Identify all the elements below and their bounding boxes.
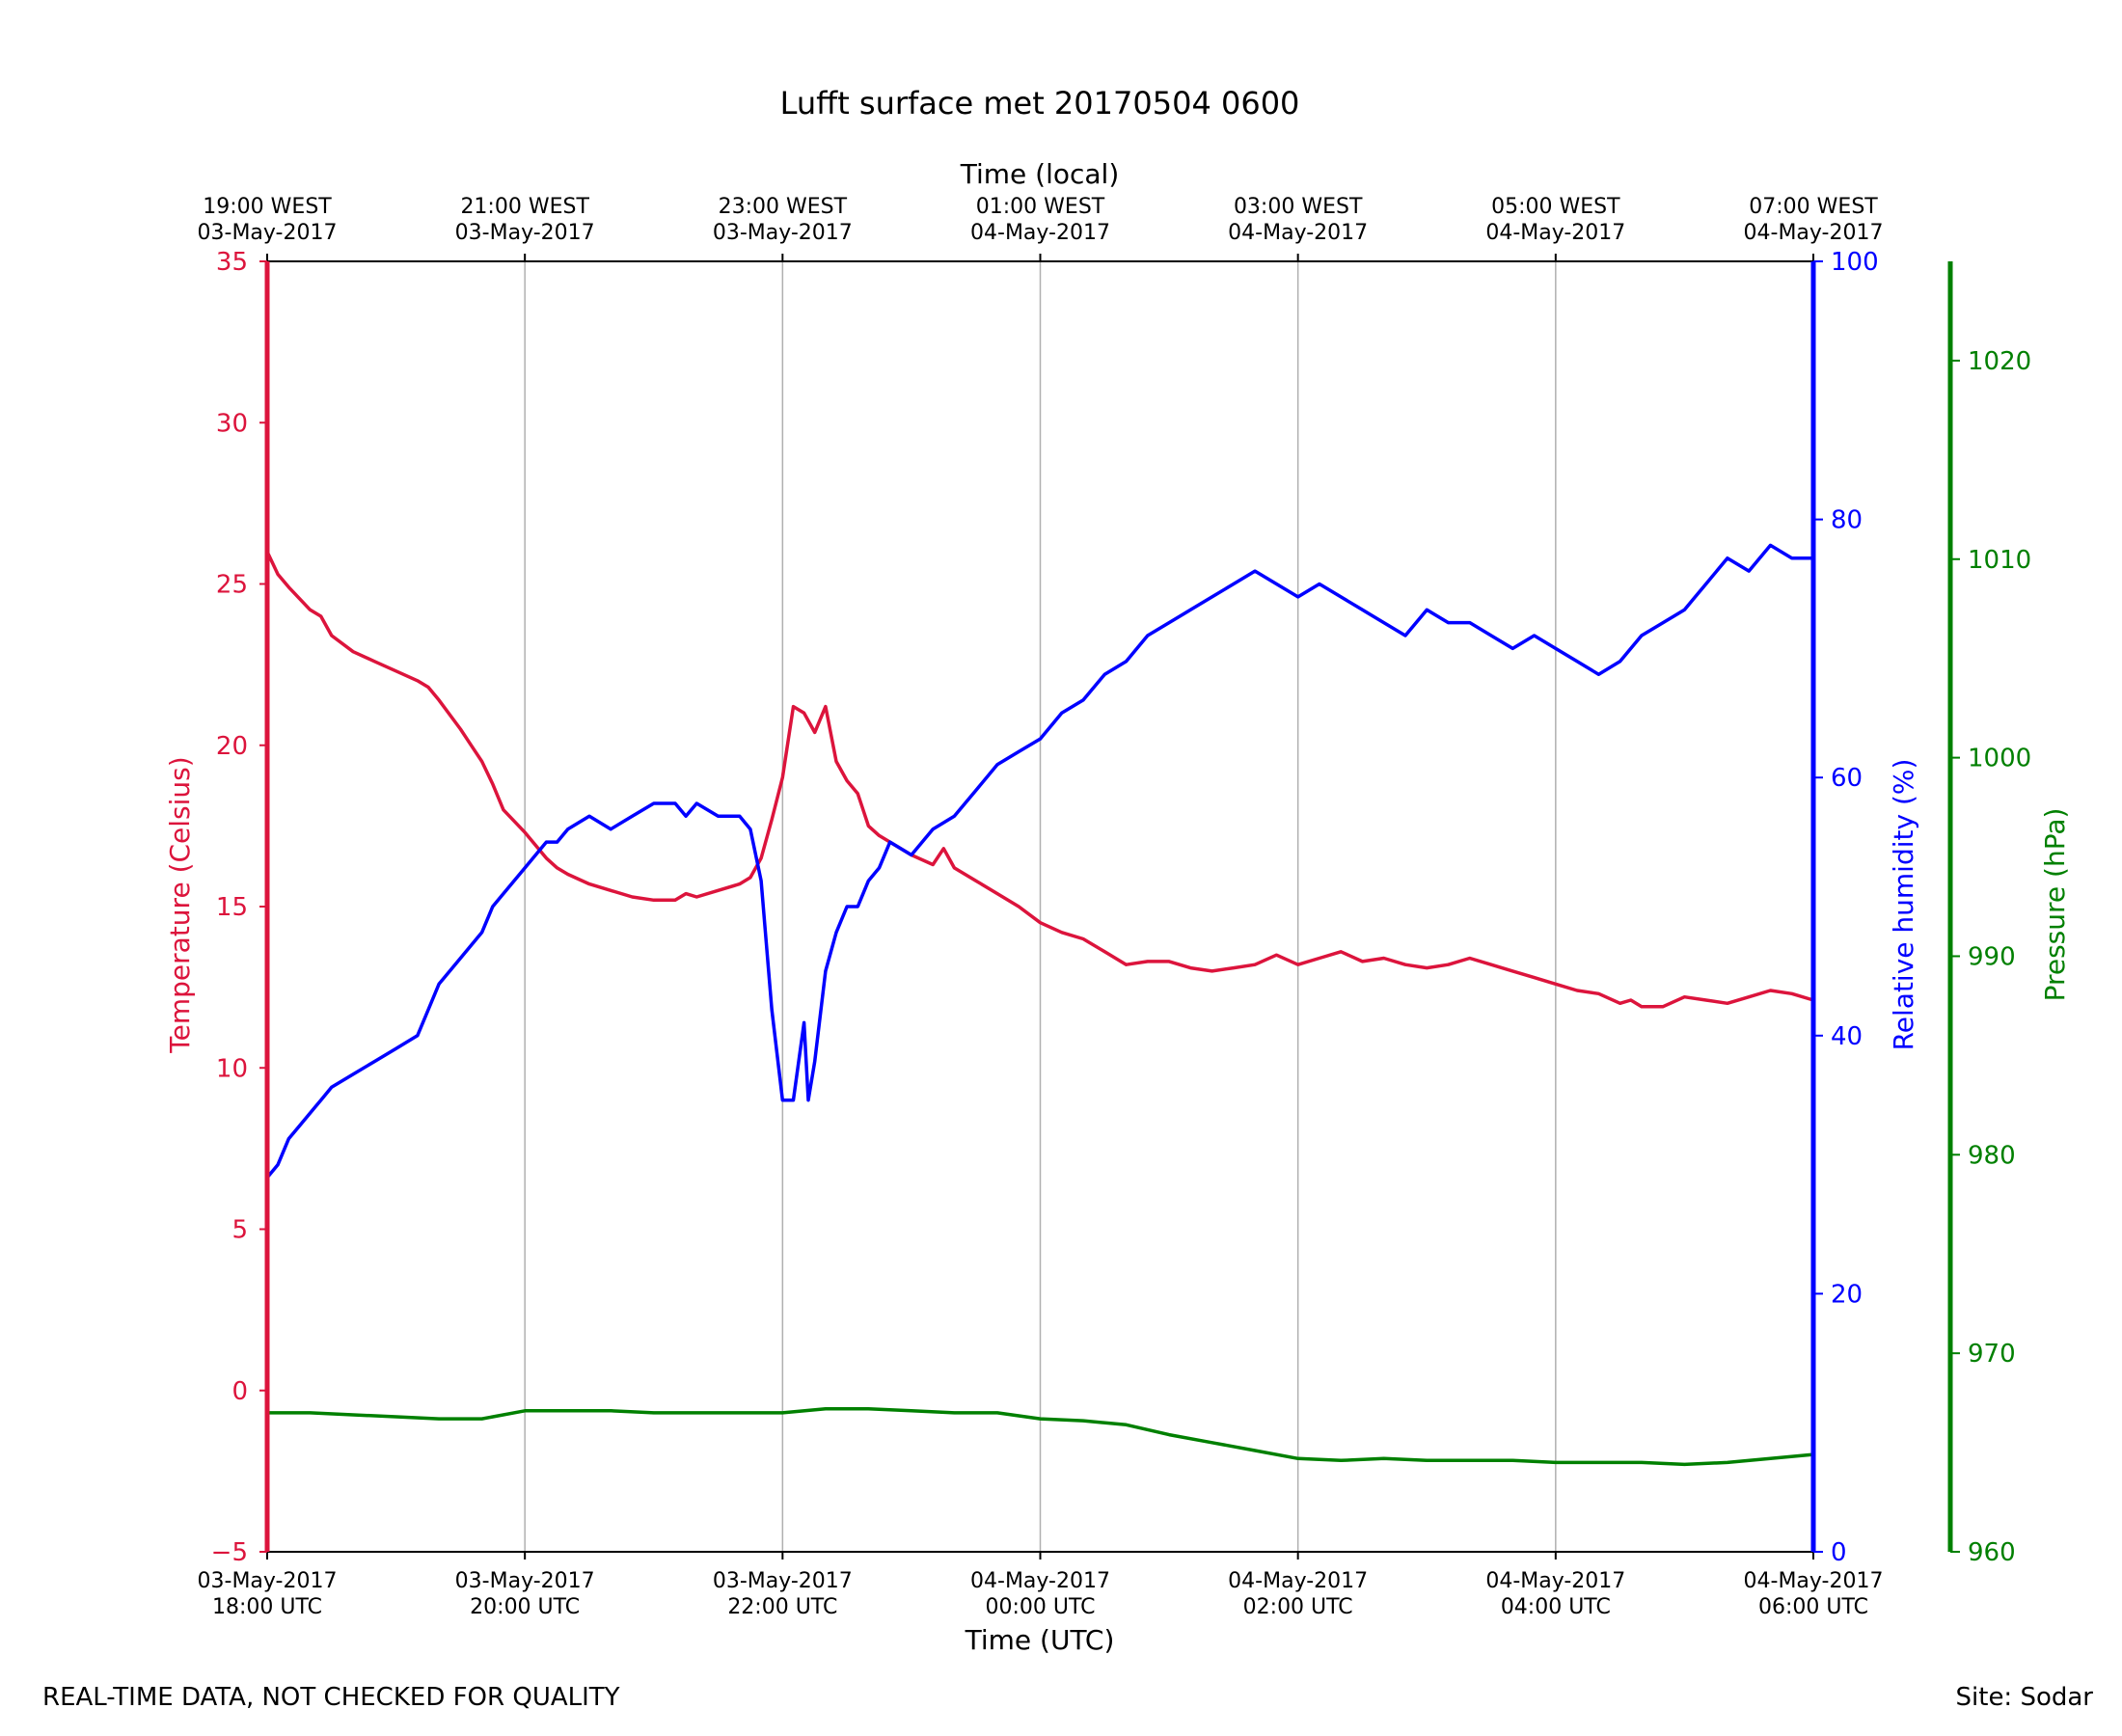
pressure-tick-label: 990 [1968, 942, 2016, 971]
site-label: Site: Sodar [1955, 1683, 2093, 1712]
top-tick-label-date: 03-May-2017 [713, 221, 853, 245]
series-layer [265, 543, 1814, 1467]
top-axis-title: Time (local) [960, 158, 1120, 190]
humidity-tick-label: 60 [1831, 764, 1863, 793]
x-tick-label-date: 03-May-2017 [713, 1569, 853, 1593]
x-tick-label-date: 04-May-2017 [1485, 1569, 1625, 1593]
top-tick-label-date: 03-May-2017 [198, 221, 338, 245]
top-tick-label-date: 04-May-2017 [1744, 221, 1884, 245]
temperature-tick-label: 15 [216, 893, 248, 922]
temperature-axis-label: Temperature (Celsius) [164, 756, 196, 1053]
x-tick-label-date: 03-May-2017 [455, 1569, 595, 1593]
bottom-axis-title: Time (UTC) [965, 1624, 1115, 1656]
x-tick-label-time: 20:00 UTC [470, 1595, 580, 1619]
x-tick-label-time: 06:00 UTC [1758, 1595, 1868, 1619]
x-tick-label-time: 04:00 UTC [1501, 1595, 1611, 1619]
top-tick-label-time: 03:00 WEST [1234, 195, 1363, 219]
temperature-tick-label: 30 [216, 409, 248, 438]
x-tick-label-time: 02:00 UTC [1243, 1595, 1353, 1619]
humidity-tick-label: 20 [1831, 1280, 1863, 1309]
humidity-tick-label: 80 [1831, 506, 1863, 535]
temperature-tick-label: 5 [231, 1216, 248, 1245]
top-tick-label-date: 04-May-2017 [970, 221, 1110, 245]
x-tick-label-date: 03-May-2017 [198, 1569, 338, 1593]
humidity-axis-label: Relative humidity (%) [1888, 759, 1919, 1051]
top-tick-label-time: 23:00 WEST [719, 195, 848, 219]
pressure-tick-label: 1000 [1968, 745, 2031, 773]
top-tick-label-time: 01:00 WEST [976, 195, 1105, 219]
humidity-tick-label: 40 [1831, 1022, 1863, 1051]
pressure-tick-label: 1010 [1968, 546, 2031, 575]
pressure-tick-label: 980 [1968, 1141, 2016, 1170]
x-tick-label-date: 04-May-2017 [1744, 1569, 1884, 1593]
x-tick-label-time: 22:00 UTC [727, 1595, 837, 1619]
x-tick-label-time: 18:00 UTC [212, 1595, 322, 1619]
top-tick-label-date: 04-May-2017 [1228, 221, 1368, 245]
chart-title: Lufft surface met 20170504 0600 [780, 85, 1300, 122]
pressure-tick-label: 970 [1968, 1340, 2016, 1369]
x-tick-label-date: 04-May-2017 [1228, 1569, 1368, 1593]
pressure-axis-label: Pressure (hPa) [2039, 808, 2071, 1002]
humidity-tick-label: 100 [1831, 248, 1879, 277]
temperature-tick-label: −5 [211, 1538, 248, 1567]
temperature-tick-label: 0 [231, 1377, 248, 1406]
pressure-tick-label: 960 [1968, 1538, 2016, 1567]
pressure-series-line [267, 1407, 1814, 1467]
top-tick-label-time: 05:00 WEST [1491, 195, 1620, 219]
pressure-tick-label: 1020 [1968, 347, 2031, 376]
quality-disclaimer: REAL-TIME DATA, NOT CHECKED FOR QUALITY [42, 1683, 620, 1712]
top-tick-label-date: 03-May-2017 [455, 221, 595, 245]
grid-lines [524, 261, 1557, 1552]
top-tick-label-time: 19:00 WEST [203, 195, 332, 219]
axes-layer [264, 260, 1953, 1553]
temperature-tick-label: 10 [216, 1054, 248, 1083]
x-tick-label-date: 04-May-2017 [970, 1569, 1110, 1593]
x-tick-label-time: 00:00 UTC [985, 1595, 1095, 1619]
top-tick-label-date: 04-May-2017 [1485, 221, 1625, 245]
humidity-series-line [265, 543, 1813, 1180]
top-tick-label-time: 21:00 WEST [460, 195, 589, 219]
temperature-tick-label: 35 [216, 248, 248, 277]
temperature-tick-label: 25 [216, 571, 248, 600]
temperature-tick-label: 20 [216, 732, 248, 761]
humidity-tick-label: 0 [1831, 1538, 1847, 1567]
top-tick-label-time: 07:00 WEST [1749, 195, 1878, 219]
